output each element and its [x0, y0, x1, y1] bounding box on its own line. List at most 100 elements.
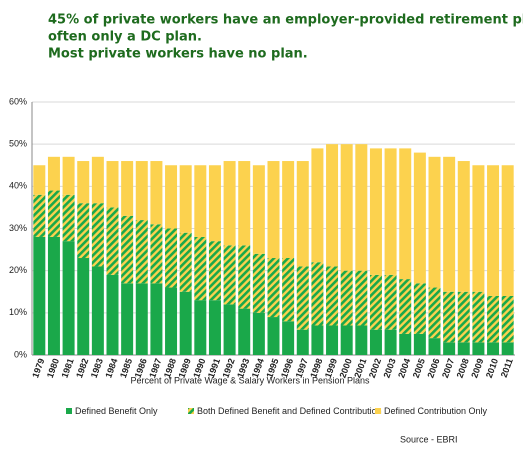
bar-segment	[355, 144, 368, 271]
bar-segment	[150, 224, 163, 284]
bar-segment	[91, 266, 104, 355]
bar-segment	[223, 245, 236, 305]
bar-segment	[179, 291, 192, 355]
bar-segment	[194, 165, 207, 237]
bar-segment	[457, 342, 470, 355]
bar-segment	[355, 270, 368, 326]
bar-segment	[399, 279, 412, 334]
legend-swatch	[188, 408, 194, 414]
bar-segment	[62, 194, 75, 242]
bar-segment	[208, 165, 221, 242]
bar-segment	[33, 236, 46, 355]
bar-segment	[33, 194, 46, 237]
bar-segment	[340, 270, 353, 326]
bar-segment	[179, 165, 192, 233]
bar-segment	[413, 333, 426, 355]
bar-segment	[399, 333, 412, 355]
bar-segment	[413, 152, 426, 284]
bar-segment	[340, 325, 353, 355]
bar-segment	[135, 283, 148, 355]
bar-segment	[384, 274, 397, 330]
x-tick-label: 2011	[499, 357, 515, 379]
y-tick-label: 20%	[9, 265, 27, 275]
bar-segment	[369, 274, 382, 330]
bar-segment	[47, 236, 60, 355]
bar-segment	[501, 295, 514, 343]
bar-segment	[384, 148, 397, 275]
bar-segment	[296, 161, 309, 267]
bar-segment	[355, 325, 368, 355]
bar-segment	[326, 266, 339, 326]
bar-segment	[252, 253, 265, 313]
legend-label: Defined Benefit Only	[75, 406, 158, 416]
legend-swatch	[66, 408, 72, 414]
bar-segment	[135, 161, 148, 221]
bar-segment	[311, 325, 324, 355]
bar-segment	[267, 317, 280, 355]
bar-segment	[399, 148, 412, 280]
bar-segment	[472, 342, 485, 355]
bar-segment	[443, 156, 456, 292]
bar-segment	[369, 148, 382, 275]
bar-segment	[150, 283, 163, 355]
bar-segment	[326, 144, 339, 267]
bar-segment	[135, 220, 148, 284]
bar-segment	[223, 304, 236, 355]
title-line: often only a DC plan.	[48, 30, 202, 45]
bar-segment	[179, 232, 192, 292]
bar-segment	[428, 287, 441, 339]
bar-segment	[296, 266, 309, 330]
bar-segment	[91, 156, 104, 204]
bar-segment	[282, 321, 295, 355]
bar-segment	[165, 287, 178, 355]
bar-segment	[106, 161, 119, 208]
bar-segment	[106, 274, 119, 355]
bar-segment	[501, 342, 514, 355]
bar-segment	[33, 165, 46, 195]
bar-segment	[487, 165, 500, 296]
bar-segment	[311, 148, 324, 263]
bar-segment	[238, 245, 251, 309]
legend-swatch	[375, 408, 381, 414]
bar-segment	[443, 291, 456, 343]
bar-segment	[62, 156, 75, 195]
bar-segment	[487, 295, 500, 343]
bar-segment	[282, 258, 295, 322]
bar-segment	[501, 165, 514, 296]
title-line: 45% of private workers have an employer-…	[48, 13, 523, 28]
bar-segment	[428, 338, 441, 355]
y-tick-label: 40%	[9, 181, 27, 191]
y-tick-label: 50%	[9, 139, 27, 149]
bar-segment	[252, 312, 265, 355]
bar-segment	[428, 156, 441, 288]
bar-segment	[443, 342, 456, 355]
bar-segment	[238, 308, 251, 355]
bar-segment	[208, 241, 221, 301]
bar-segment	[282, 161, 295, 259]
bar-segment	[106, 207, 119, 275]
bar-segment	[267, 258, 280, 318]
bar-segment	[384, 329, 397, 355]
bar-segment	[457, 291, 470, 343]
bar-segment	[311, 262, 324, 326]
bar-segment	[194, 236, 207, 301]
bar-segment	[326, 325, 339, 355]
bar-segment	[369, 329, 382, 355]
x-axis-label: Percent of Private Wage & Salary Workers…	[130, 375, 370, 385]
bar-segment	[296, 329, 309, 355]
bar-segment	[413, 283, 426, 334]
bar-segment	[77, 258, 90, 355]
bar-segment	[472, 291, 485, 343]
bar-segment	[47, 156, 60, 191]
legend-label: Defined Contribution Only	[384, 406, 488, 416]
bar-segment	[457, 161, 470, 292]
legend-label: Both Defined Benefit and Defined Contrib…	[197, 406, 382, 416]
bar-segment	[47, 190, 60, 237]
bar-segment	[91, 203, 104, 267]
y-tick-label: 60%	[9, 96, 27, 106]
bar-segment	[487, 342, 500, 355]
bar-segment	[340, 144, 353, 271]
bar-segment	[252, 165, 265, 254]
bar-segment	[150, 161, 163, 225]
